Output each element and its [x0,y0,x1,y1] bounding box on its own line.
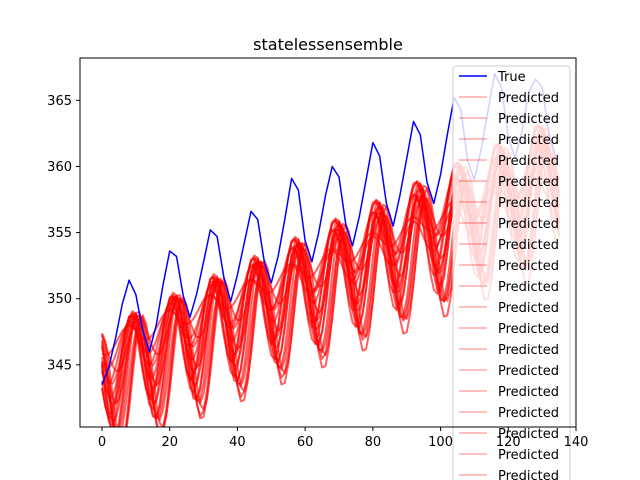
legend-predicted-label: Predicted [498,406,559,421]
legend-predicted-label: Predicted [498,217,559,232]
x-tick-label: 0 [98,435,106,450]
y-tick-label: 360 [47,160,72,175]
y-tick-label: 365 [47,94,72,109]
chart-title: statelessensemble [253,35,403,54]
y-tick-label: 355 [47,226,72,241]
legend-predicted-label: Predicted [498,196,559,211]
x-axis: 0 20 40 60 80 100 120 140 [98,427,589,450]
legend-predicted-label: Predicted [498,301,559,316]
legend-predicted-label: Predicted [498,322,559,337]
legend: True Predicted Predicted Predicted Predicted… [452,65,571,480]
x-tick-label: 20 [161,435,178,450]
legend-predicted-label: Predicted [498,154,559,169]
plot-frame [79,57,577,428]
y-tick-label: 345 [47,358,72,373]
legend-predicted-label: Predicted [498,280,559,295]
legend-predicted-label: Predicted [498,343,559,358]
x-tick-label: 140 [564,435,589,450]
x-tick-label: 80 [365,435,382,450]
x-tick-label: 120 [496,435,521,450]
legend-predicted-label: Predicted [498,238,559,253]
legend-predicted-label: Predicted [498,427,559,442]
x-tick-label: 100 [428,435,453,450]
legend-true-label: True [497,70,526,85]
legend-predicted-label: Predicted [498,133,559,148]
x-tick-label: 40 [229,435,246,450]
legend-predicted-label: Predicted [498,112,559,127]
legend-predicted-label: Predicted [498,175,559,190]
legend-predicted-label: Predicted [498,91,559,106]
legend-box [452,65,571,480]
legend-predicted-label: Predicted [498,259,559,274]
legend-predicted-label: Predicted [498,385,559,400]
y-tick-label: 350 [47,292,72,307]
legend-predicted-label: Predicted [498,448,559,463]
y-axis: 345 350 355 360 365 [47,94,80,373]
legend-predicted-label: Predicted [498,469,559,480]
legend-predicted-label: Predicted [498,364,559,379]
x-tick-label: 60 [297,435,314,450]
